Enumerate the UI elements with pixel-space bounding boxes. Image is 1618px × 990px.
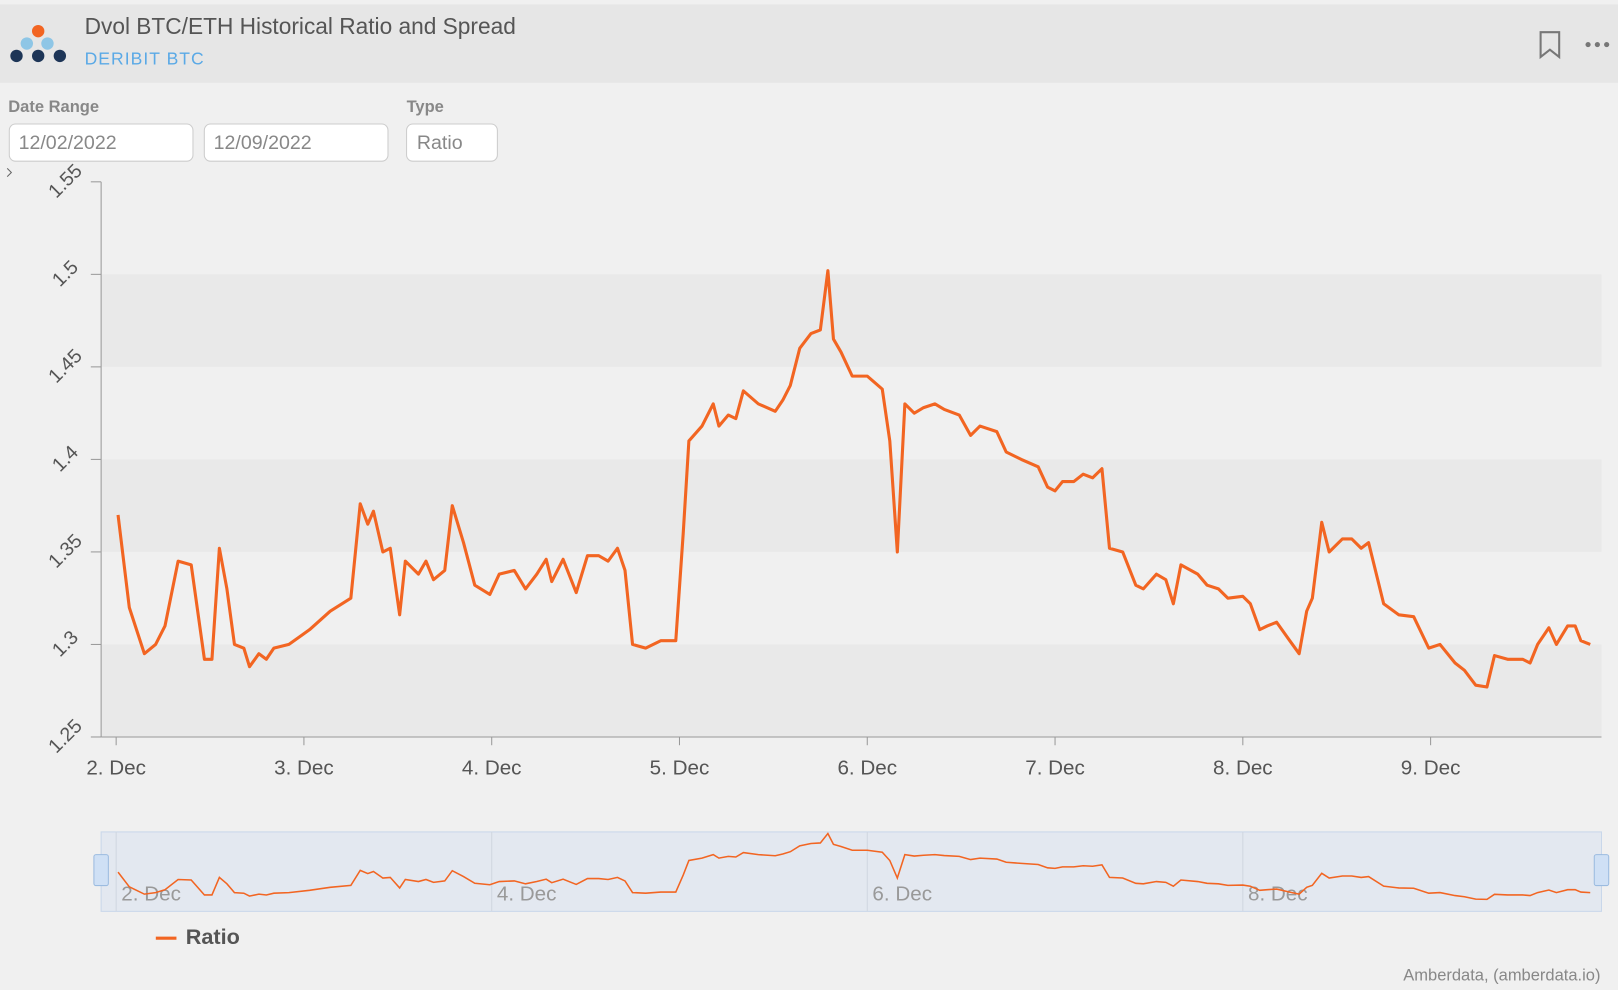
type-select[interactable] xyxy=(406,123,498,162)
x-tick-label: 7. Dec xyxy=(1025,756,1085,779)
header-bar xyxy=(0,4,1618,83)
bookmark-icon[interactable] xyxy=(1539,31,1561,60)
navigator-handle-right[interactable] xyxy=(1593,854,1610,887)
date-range-label: Date Range xyxy=(8,98,99,116)
type-label: Type xyxy=(407,98,444,116)
navigator-line xyxy=(117,832,1591,901)
plot-band xyxy=(101,644,1602,737)
x-tick-label: 6. Dec xyxy=(837,756,897,779)
start-date: 12/02/2022 xyxy=(19,132,117,154)
logo xyxy=(10,24,67,63)
plot-band xyxy=(101,459,1602,552)
more-icon[interactable] xyxy=(1585,42,1610,48)
line xyxy=(116,269,1591,689)
expand-toggle[interactable] xyxy=(6,168,13,178)
title: Dvol BTC/ETH Historical Ratio and Spread xyxy=(85,13,516,39)
x-tick-label: 2. Dec xyxy=(86,756,146,779)
x-tick-label: 4. Dec xyxy=(462,756,522,779)
x-tick-label: 5. Dec xyxy=(650,756,710,779)
navigator-tick-label: 6. Dec xyxy=(872,882,932,905)
x-tick-label: 8. Dec xyxy=(1213,756,1273,779)
end-date: 12/09/2022 xyxy=(214,132,312,154)
type-value: Ratio xyxy=(417,132,463,154)
x-tick-label: 3. Dec xyxy=(274,756,334,779)
credit: Amberdata, (amberdata.io) xyxy=(1403,967,1600,985)
end-date-input[interactable] xyxy=(203,123,389,162)
x-tick-label: 9. Dec xyxy=(1401,756,1461,779)
start-date-input[interactable] xyxy=(8,123,194,162)
plot-band xyxy=(101,274,1602,367)
navigator-tick-label: 4. Dec xyxy=(497,882,557,905)
navigator-handle-left[interactable] xyxy=(93,854,109,887)
navigator xyxy=(100,831,1603,912)
navigator-tick-label: 8. Dec xyxy=(1248,882,1308,905)
legend-label[interactable]: Ratio xyxy=(186,924,240,949)
subtitle: DERIBIT BTC xyxy=(85,49,205,69)
